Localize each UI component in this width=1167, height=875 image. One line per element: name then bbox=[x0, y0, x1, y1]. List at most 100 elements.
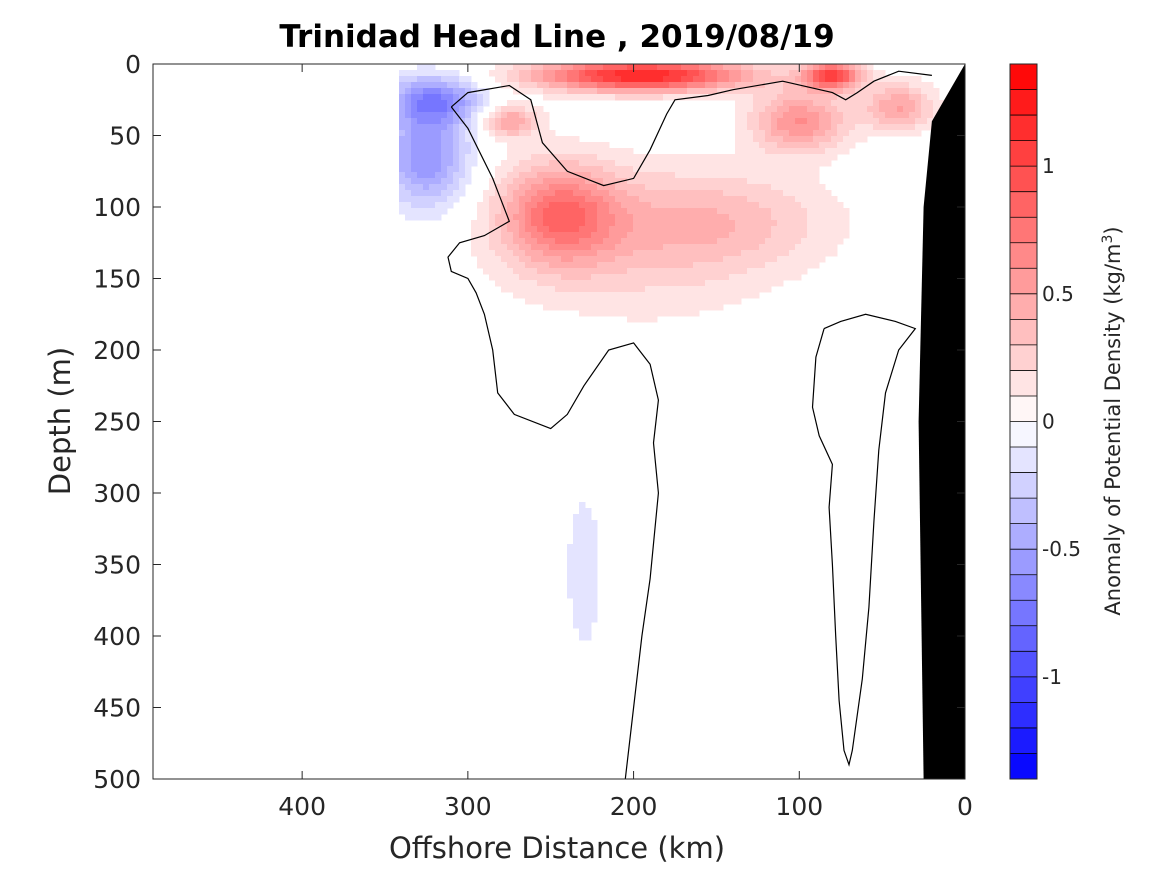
field-cell bbox=[555, 154, 562, 161]
field-cell bbox=[873, 112, 880, 119]
field-cell bbox=[537, 256, 544, 263]
field-cell bbox=[447, 172, 454, 179]
field-cell bbox=[813, 160, 820, 167]
field-cell bbox=[411, 94, 418, 101]
field-cell bbox=[771, 100, 778, 107]
field-cell bbox=[489, 262, 496, 269]
field-cell bbox=[513, 280, 520, 287]
field-cell bbox=[837, 118, 844, 125]
field-cell bbox=[465, 76, 472, 83]
field-cell bbox=[543, 280, 550, 287]
field-cell bbox=[537, 292, 544, 299]
field-cell bbox=[483, 250, 490, 257]
field-cell bbox=[693, 64, 700, 71]
field-cell bbox=[495, 226, 502, 233]
field-cell bbox=[657, 298, 664, 305]
field-cell bbox=[681, 196, 688, 203]
field-cell bbox=[687, 250, 694, 257]
colorbar-segment bbox=[1010, 523, 1037, 550]
field-cell bbox=[627, 208, 634, 215]
field-cell bbox=[573, 568, 580, 575]
field-cell bbox=[807, 64, 814, 71]
field-cell bbox=[813, 202, 820, 209]
field-cell bbox=[771, 118, 778, 125]
field-cell bbox=[501, 202, 508, 209]
field-cell bbox=[855, 130, 862, 137]
field-cell bbox=[405, 94, 412, 101]
field-cell bbox=[675, 244, 682, 251]
field-cell bbox=[813, 214, 820, 221]
field-cell bbox=[585, 526, 592, 533]
field-cell bbox=[573, 70, 580, 77]
field-cell bbox=[735, 148, 742, 155]
field-cell bbox=[933, 100, 940, 107]
field-cell bbox=[729, 154, 736, 161]
field-cell bbox=[519, 238, 526, 245]
zero-contour-line bbox=[811, 313, 917, 767]
field-cell bbox=[531, 256, 538, 263]
field-cell bbox=[915, 106, 922, 113]
field-cell bbox=[519, 106, 526, 113]
field-cell bbox=[591, 190, 598, 197]
field-cell bbox=[783, 136, 790, 143]
field-cell bbox=[519, 100, 526, 107]
field-cell bbox=[549, 214, 556, 221]
field-cell bbox=[525, 100, 532, 107]
field-cell bbox=[585, 64, 592, 71]
field-cell bbox=[435, 196, 442, 203]
field-cell bbox=[633, 316, 640, 323]
field-cell bbox=[729, 172, 736, 179]
field-cell bbox=[519, 202, 526, 209]
field-cell bbox=[543, 70, 550, 77]
field-cell bbox=[831, 208, 838, 215]
field-cell bbox=[879, 112, 886, 119]
field-cell bbox=[573, 556, 580, 563]
field-cell bbox=[441, 112, 448, 119]
field-cell bbox=[507, 208, 514, 215]
field-cell bbox=[447, 136, 454, 143]
field-cell bbox=[765, 250, 772, 257]
field-cell bbox=[459, 184, 466, 191]
field-cell bbox=[711, 304, 718, 311]
field-cell bbox=[903, 88, 910, 95]
field-cell bbox=[687, 280, 694, 287]
field-cell bbox=[561, 256, 568, 263]
field-cell bbox=[417, 166, 424, 173]
field-cell bbox=[399, 196, 406, 203]
field-cell bbox=[837, 70, 844, 77]
field-cell bbox=[903, 100, 910, 107]
field-cell bbox=[639, 190, 646, 197]
field-cell bbox=[669, 94, 676, 101]
field-cell bbox=[669, 214, 676, 221]
field-cell bbox=[537, 142, 544, 149]
field-cell bbox=[513, 184, 520, 191]
field-cell bbox=[645, 70, 652, 77]
field-cell bbox=[591, 82, 598, 89]
field-cell bbox=[579, 556, 586, 563]
field-cell bbox=[555, 250, 562, 257]
field-cell bbox=[567, 298, 574, 305]
field-cell bbox=[615, 220, 622, 227]
field-cell bbox=[549, 154, 556, 161]
field-cell bbox=[675, 274, 682, 281]
field-cell bbox=[543, 286, 550, 293]
field-cell bbox=[501, 280, 508, 287]
field-cell bbox=[603, 64, 610, 71]
field-cell bbox=[705, 172, 712, 179]
field-cell bbox=[507, 202, 514, 209]
field-cell bbox=[741, 292, 748, 299]
field-cell bbox=[849, 76, 856, 83]
field-cell bbox=[711, 262, 718, 269]
field-cell bbox=[567, 136, 574, 143]
field-cell bbox=[525, 82, 532, 89]
field-cell bbox=[699, 208, 706, 215]
field-cell bbox=[567, 244, 574, 251]
colorbar-segment bbox=[1010, 395, 1037, 422]
field-cell bbox=[627, 250, 634, 257]
field-cell bbox=[819, 190, 826, 197]
field-cell bbox=[849, 94, 856, 101]
field-cell bbox=[561, 148, 568, 155]
field-cell bbox=[873, 70, 880, 77]
field-cell bbox=[699, 304, 706, 311]
field-cell bbox=[621, 262, 628, 269]
